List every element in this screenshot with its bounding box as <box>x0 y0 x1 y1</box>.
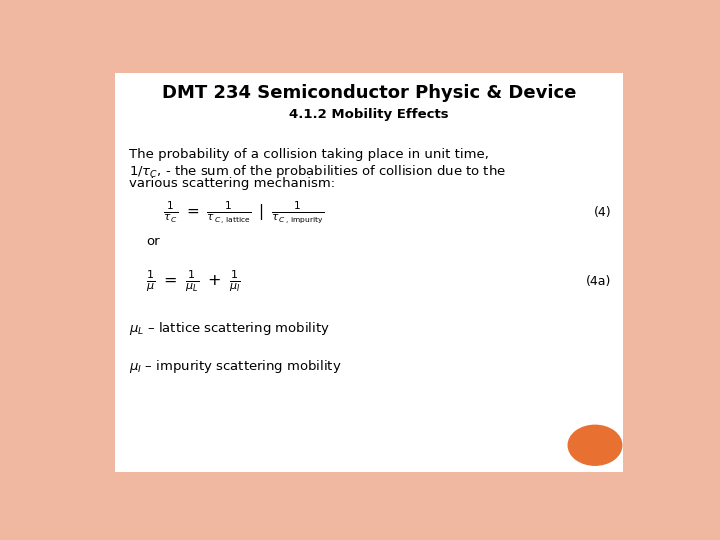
Text: (4): (4) <box>594 206 612 219</box>
Circle shape <box>568 426 622 465</box>
Text: DMT 234 Semiconductor Physic & Device: DMT 234 Semiconductor Physic & Device <box>162 84 576 102</box>
FancyBboxPatch shape <box>115 73 623 472</box>
Text: $\mu_I$ – impurity scattering mobility: $\mu_I$ – impurity scattering mobility <box>129 358 342 375</box>
Text: or: or <box>145 235 159 248</box>
Text: $\frac{1}{\mu}$$\ =\ $$\frac{1}{\mu_L}$$\ +\ $$\frac{1}{\mu_I}$: $\frac{1}{\mu}$$\ =\ $$\frac{1}{\mu_L}$$… <box>145 268 240 294</box>
Text: The probability of a collision taking place in unit time,: The probability of a collision taking pl… <box>129 148 489 161</box>
Text: 4.1.2 Mobility Effects: 4.1.2 Mobility Effects <box>289 109 449 122</box>
Text: $\frac{1}{\tau_{\,C}}$$\ =\ $$\frac{1}{\tau_{\,C\,,\,\mathrm{lattice}}}$$\ \,|\,: $\frac{1}{\tau_{\,C}}$$\ =\ $$\frac{1}{\… <box>163 199 324 225</box>
Text: (4a): (4a) <box>586 274 612 287</box>
Text: $1/\tau_C$, - the sum of the probabilities of collision due to the: $1/\tau_C$, - the sum of the probabiliti… <box>129 163 506 179</box>
Text: $\mu_L$ – lattice scattering mobility: $\mu_L$ – lattice scattering mobility <box>129 320 330 338</box>
Text: various scattering mechanism:: various scattering mechanism: <box>129 177 336 190</box>
